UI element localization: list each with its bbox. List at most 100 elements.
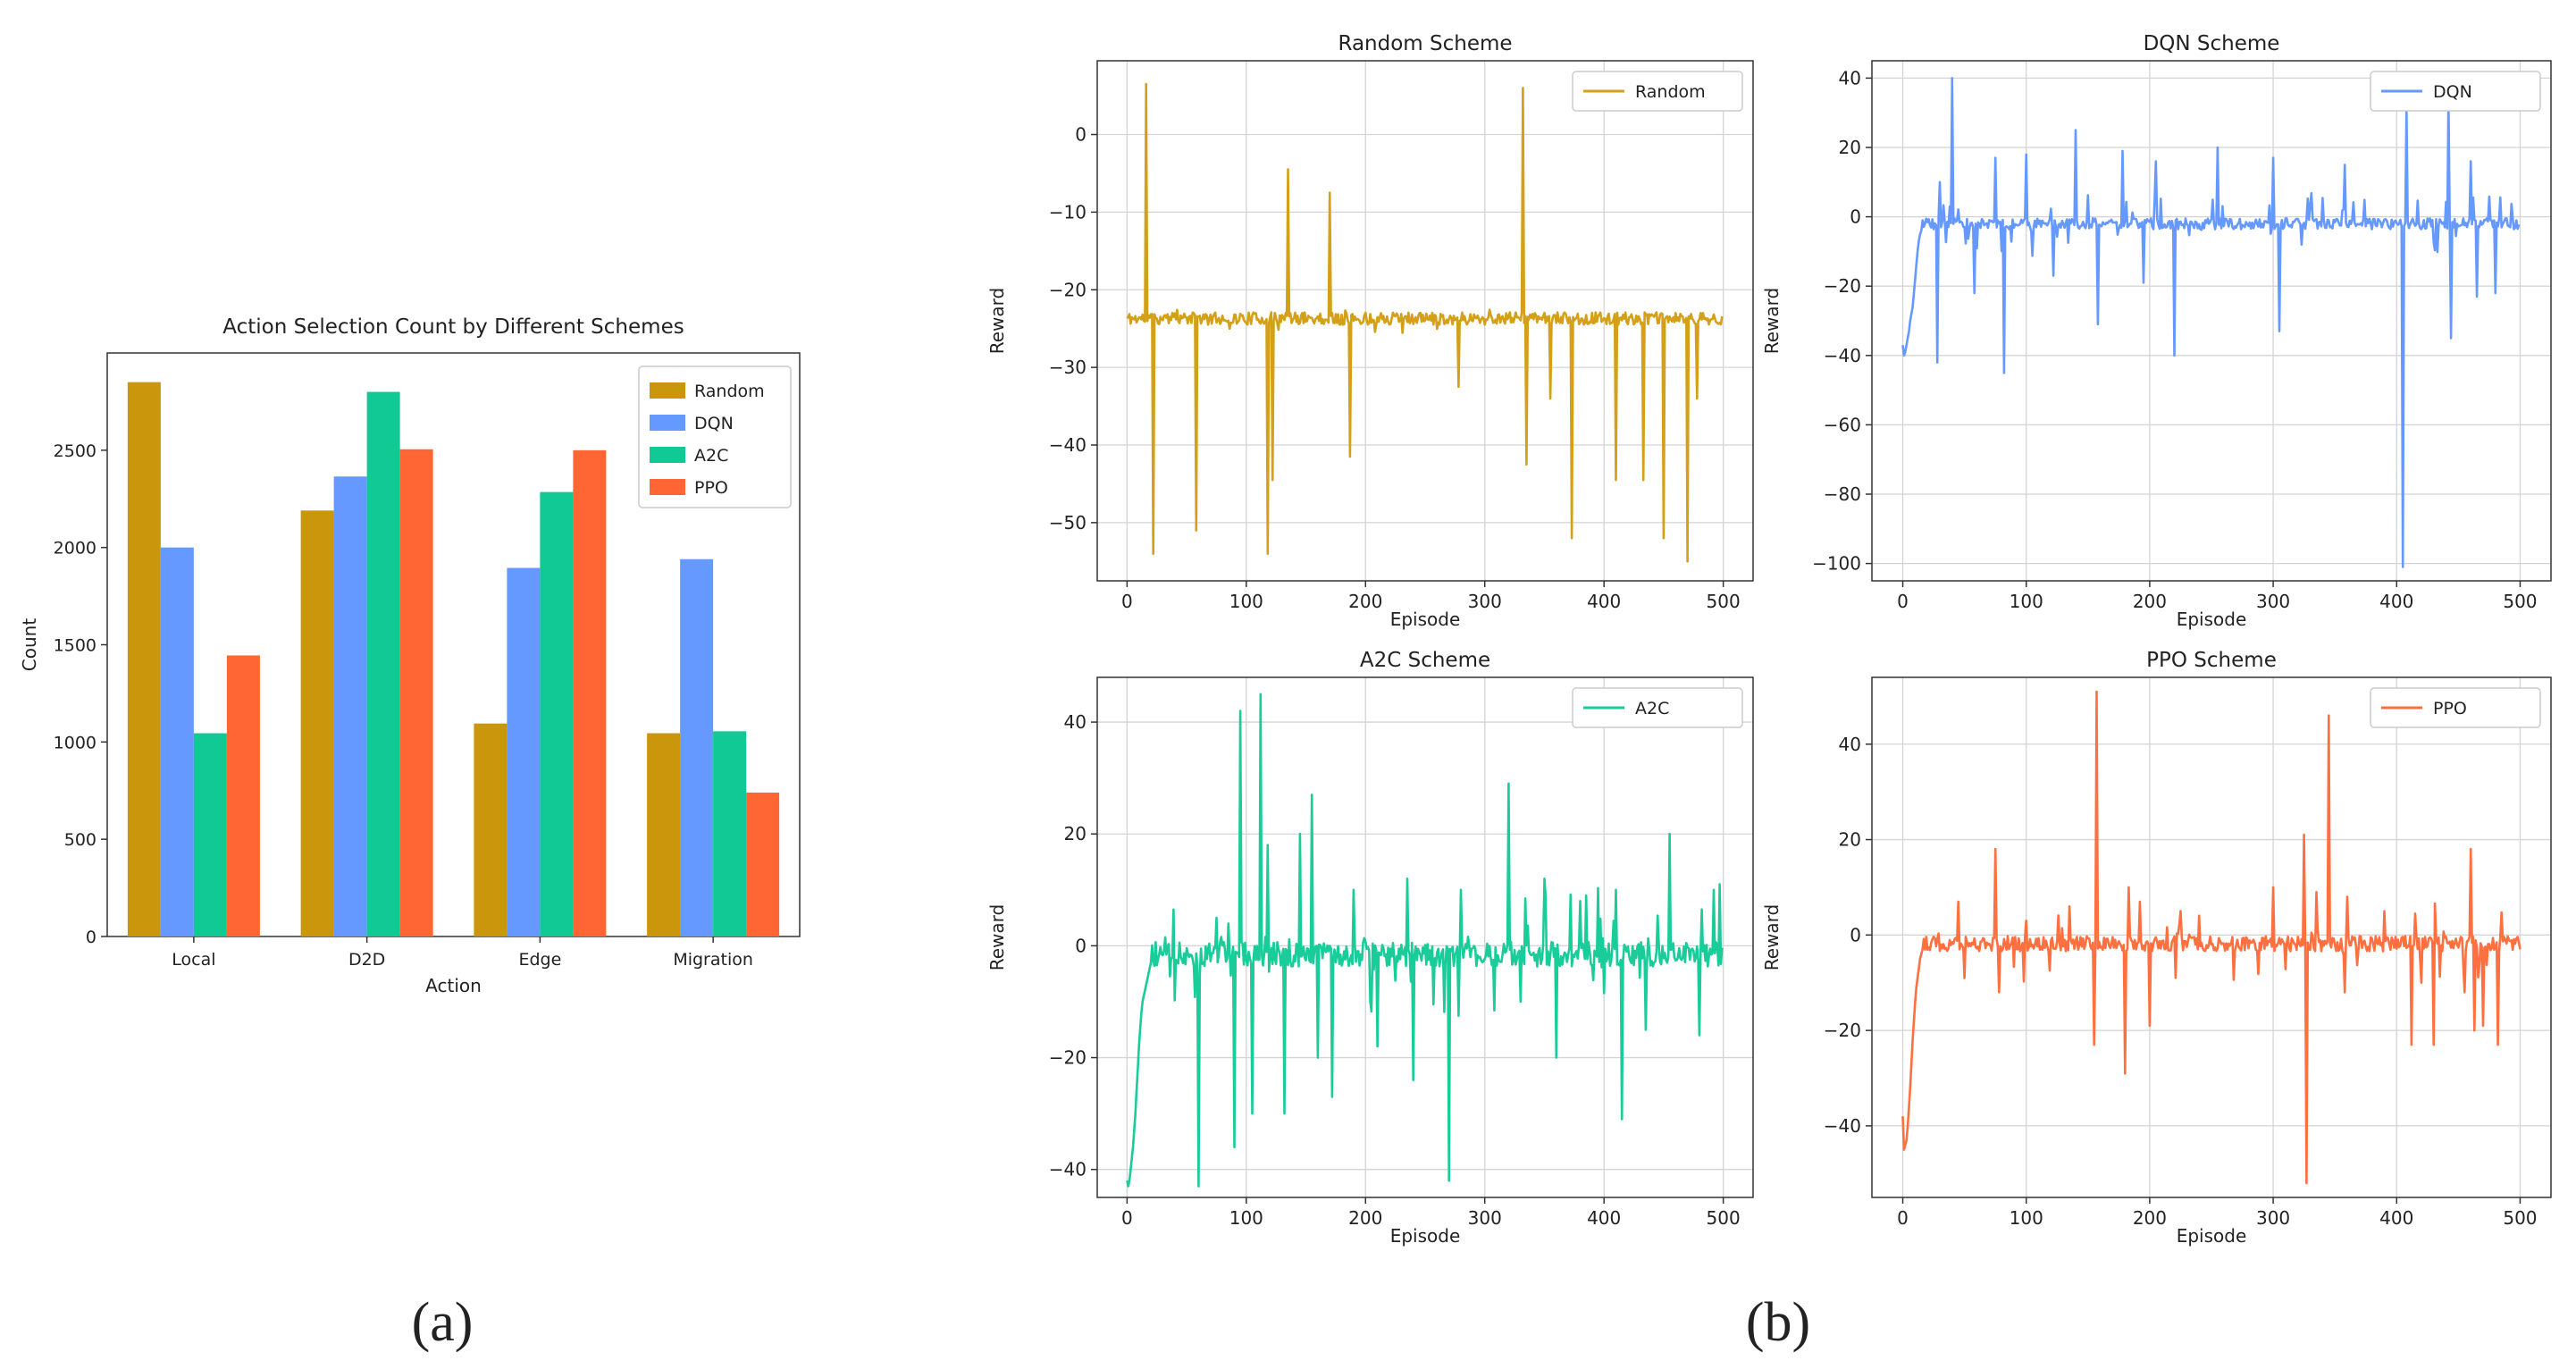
random-chart-title: Random Scheme [1338, 32, 1512, 55]
bar-random-local [127, 382, 161, 936]
a2c-reward-line [1126, 693, 1724, 1188]
x-tick-label: 100 [2010, 591, 2043, 612]
y-tick-label: 40 [1064, 711, 1087, 733]
bar-a2c-local [193, 733, 227, 936]
dqn-legend [2370, 71, 2541, 112]
y-tick-label: −30 [1049, 357, 1087, 378]
y-tick-label: −20 [1049, 279, 1087, 300]
bar-chart-panel: Action Selection Count by Different Sche… [19, 315, 801, 996]
x-tick-label: 400 [1587, 591, 1621, 612]
bar-dqn-edge [507, 567, 541, 936]
y-tick-label: 0 [1075, 935, 1087, 956]
ppo-y-axis-label: Reward [1761, 904, 1783, 970]
random-chart-frame [1096, 60, 1754, 582]
bar-random-migration [647, 733, 681, 936]
ppo-chart-frame [1871, 676, 2552, 1198]
legend-label: A2C [1635, 699, 1669, 718]
bar-ppo-d2d [399, 449, 433, 936]
dqn-x-axis-label: Episode [2177, 609, 2247, 630]
y-tick-label: −100 [1812, 553, 1861, 575]
a2c-legend [1572, 687, 1743, 728]
a2c-x-axis-label: Episode [1390, 1225, 1461, 1247]
a2c-chart-frame [1096, 676, 1754, 1198]
y-tick-label: −80 [1824, 483, 1861, 505]
y-tick-label: 2500 [54, 441, 96, 461]
bar-ppo-edge [573, 449, 607, 936]
x-tick-label: 300 [2256, 1207, 2290, 1229]
bar-y-axis-label: Count [19, 618, 40, 672]
subfigure-label-a: (a) [412, 1292, 474, 1353]
bar-a2c-edge [540, 491, 574, 936]
legend-swatch [650, 479, 685, 495]
x-tick-label: 100 [2010, 1207, 2043, 1229]
random-reward-line [1126, 82, 1724, 563]
random-y-axis-label: Reward [986, 288, 1008, 354]
dqn-y-axis-label: Reward [1761, 288, 1783, 354]
x-tick-label: 500 [1707, 591, 1741, 612]
x-tick-label: 200 [1348, 591, 1382, 612]
bar-dqn-local [160, 547, 194, 936]
ppo-reward-line [1901, 690, 2521, 1185]
bar-legend [638, 365, 792, 508]
x-tick-label: 200 [1348, 1207, 1382, 1229]
legend-swatch [650, 415, 685, 431]
y-tick-label: 2000 [54, 539, 96, 559]
legend-swatch [650, 447, 685, 463]
legend-label: PPO [694, 478, 728, 498]
a2c-chart-title: A2C Scheme [1360, 649, 1490, 672]
ppo-x-axis-label: Episode [2177, 1225, 2247, 1247]
x-tick-label: 500 [1707, 1207, 1741, 1229]
x-tick-label: 0 [1121, 1207, 1133, 1229]
legend-label: DQN [694, 414, 734, 433]
y-tick-label: −10 [1049, 201, 1087, 223]
x-tick-label: Migration [673, 950, 753, 970]
x-tick-label: 100 [1229, 591, 1263, 612]
x-tick-label: 200 [2133, 1207, 2167, 1229]
random-legend [1572, 71, 1743, 112]
y-tick-label: 1000 [54, 733, 96, 752]
bar-random-d2d [300, 510, 334, 936]
legend-label: A2C [694, 446, 728, 466]
y-tick-label: −40 [1049, 1159, 1087, 1180]
bar-x-axis-label: Action [425, 975, 482, 996]
y-tick-label: −40 [1824, 345, 1861, 366]
bar-ppo-local [226, 655, 260, 936]
x-tick-label: 0 [1897, 591, 1909, 612]
x-tick-label: D2D [348, 950, 385, 970]
dqn-chart-frame [1871, 60, 2552, 582]
y-tick-label: −50 [1049, 512, 1087, 533]
random-x-axis-label: Episode [1390, 609, 1461, 630]
a2c-y-axis-label: Reward [986, 904, 1008, 970]
y-tick-label: 20 [1839, 829, 1861, 851]
x-tick-label: 500 [2503, 1207, 2537, 1229]
y-tick-label: 0 [86, 928, 96, 947]
y-tick-label: 40 [1839, 734, 1861, 755]
random-scheme-chart: Random Scheme 0 100 200 300 400 500 0 −10 −20 −30 −… [986, 32, 1754, 630]
x-tick-label: 300 [1468, 1207, 1502, 1229]
legend-swatch [650, 382, 685, 399]
bar-dqn-d2d [333, 476, 367, 936]
legend-label: Random [694, 382, 765, 401]
x-tick-label: 500 [2503, 591, 2537, 612]
y-tick-label: −20 [1824, 275, 1861, 297]
x-tick-label: 400 [2379, 1207, 2413, 1229]
y-tick-label: −20 [1824, 1020, 1861, 1041]
y-tick-label: 0 [1075, 124, 1087, 146]
y-tick-label: 0 [1850, 924, 1861, 945]
bar-chart-title: Action Selection Count by Different Sche… [222, 315, 684, 339]
x-tick-label: 400 [1587, 1207, 1621, 1229]
ppo-legend [2370, 687, 2541, 728]
subfigure-label-b: (b) [1746, 1292, 1810, 1353]
x-tick-label: Local [172, 950, 215, 970]
x-tick-label: 200 [2133, 591, 2167, 612]
bar-a2c-d2d [366, 391, 400, 936]
bar-ppo-migration [746, 792, 780, 936]
y-tick-label: −60 [1824, 414, 1861, 435]
y-tick-label: 20 [1839, 137, 1861, 158]
y-tick-label: 0 [1850, 206, 1861, 228]
x-tick-label: Edge [518, 950, 561, 970]
legend-label: PPO [2433, 699, 2467, 718]
